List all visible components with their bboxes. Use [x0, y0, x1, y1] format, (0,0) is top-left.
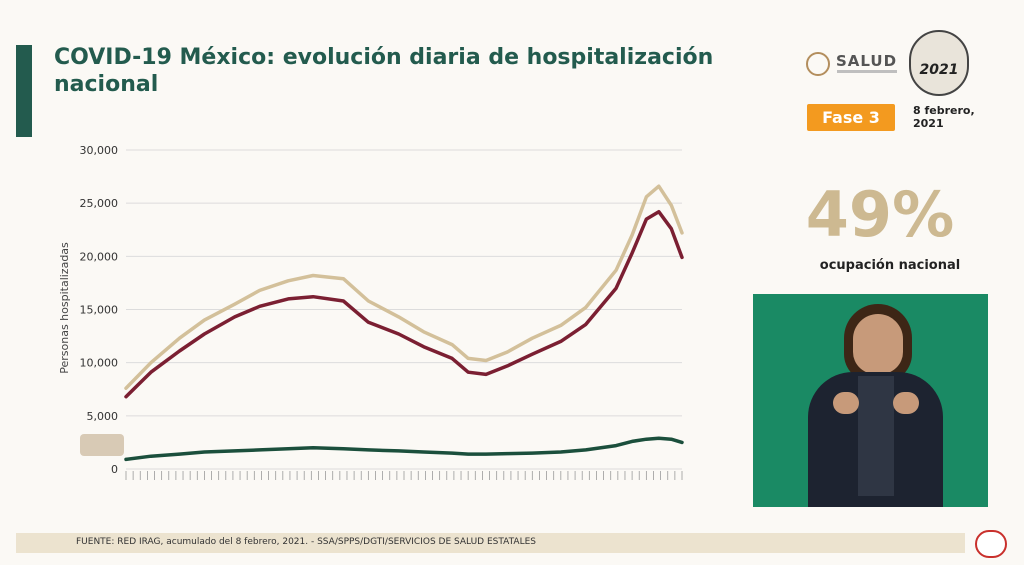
salud-subline — [837, 70, 897, 73]
interpreter-face — [853, 314, 903, 374]
y-axis-label: Personas hospitalizadas — [58, 242, 71, 374]
hospitalization-chart: 0 5,000 10,000 15,000 20,000 25,000 30,000 Per… — [58, 144, 684, 480]
emblem-icon — [806, 52, 830, 76]
footer-bar: FUENTE: RED IRAG, acumulado del 8 febrer… — [16, 533, 965, 553]
y-tick-label: 0 — [111, 463, 118, 476]
year-seal-logo: 2021 — [909, 30, 969, 96]
report-date: 8 febrero, 2021 — [913, 104, 975, 130]
salud-logo: SALUD — [806, 50, 898, 78]
series-line-2 — [124, 209, 684, 399]
title-accent-bar — [16, 45, 32, 137]
y-tick-label: 5,000 — [87, 410, 119, 423]
seal-year: 2021 — [919, 62, 959, 78]
y-tick-label: 20,000 — [80, 250, 119, 263]
sign-language-video — [753, 294, 988, 507]
y-axis-ticks: 0 5,000 10,000 15,000 20,000 25,000 30,000 — [80, 144, 119, 476]
interpreter-right-hand — [893, 392, 919, 414]
fase-badge: Fase 3 — [807, 104, 895, 131]
mexico-logo — [975, 530, 1007, 558]
interpreter-shirt — [858, 376, 894, 496]
y-tick-label: 25,000 — [80, 197, 119, 210]
chart-grid — [126, 149, 682, 470]
y-tick-label: 10,000 — [80, 357, 119, 370]
series-line-3 — [124, 436, 684, 462]
interpreter-left-hand — [833, 392, 859, 414]
y-tick-label: 30,000 — [80, 144, 119, 157]
chart-series — [124, 184, 684, 462]
page-title: COVID-19 México: evolución diaria de hos… — [54, 45, 714, 97]
watermark-logo — [80, 434, 124, 456]
occupancy-label: ocupación nacional — [819, 258, 961, 273]
x-axis-ticks — [125, 471, 683, 480]
salud-wordmark: SALUD — [836, 52, 898, 70]
series-line-1 — [124, 184, 684, 390]
footer-source: FUENTE: RED IRAG, acumulado del 8 febrer… — [76, 537, 536, 547]
y-tick-label: 15,000 — [80, 304, 119, 317]
occupancy-percent: 49% — [805, 178, 955, 251]
